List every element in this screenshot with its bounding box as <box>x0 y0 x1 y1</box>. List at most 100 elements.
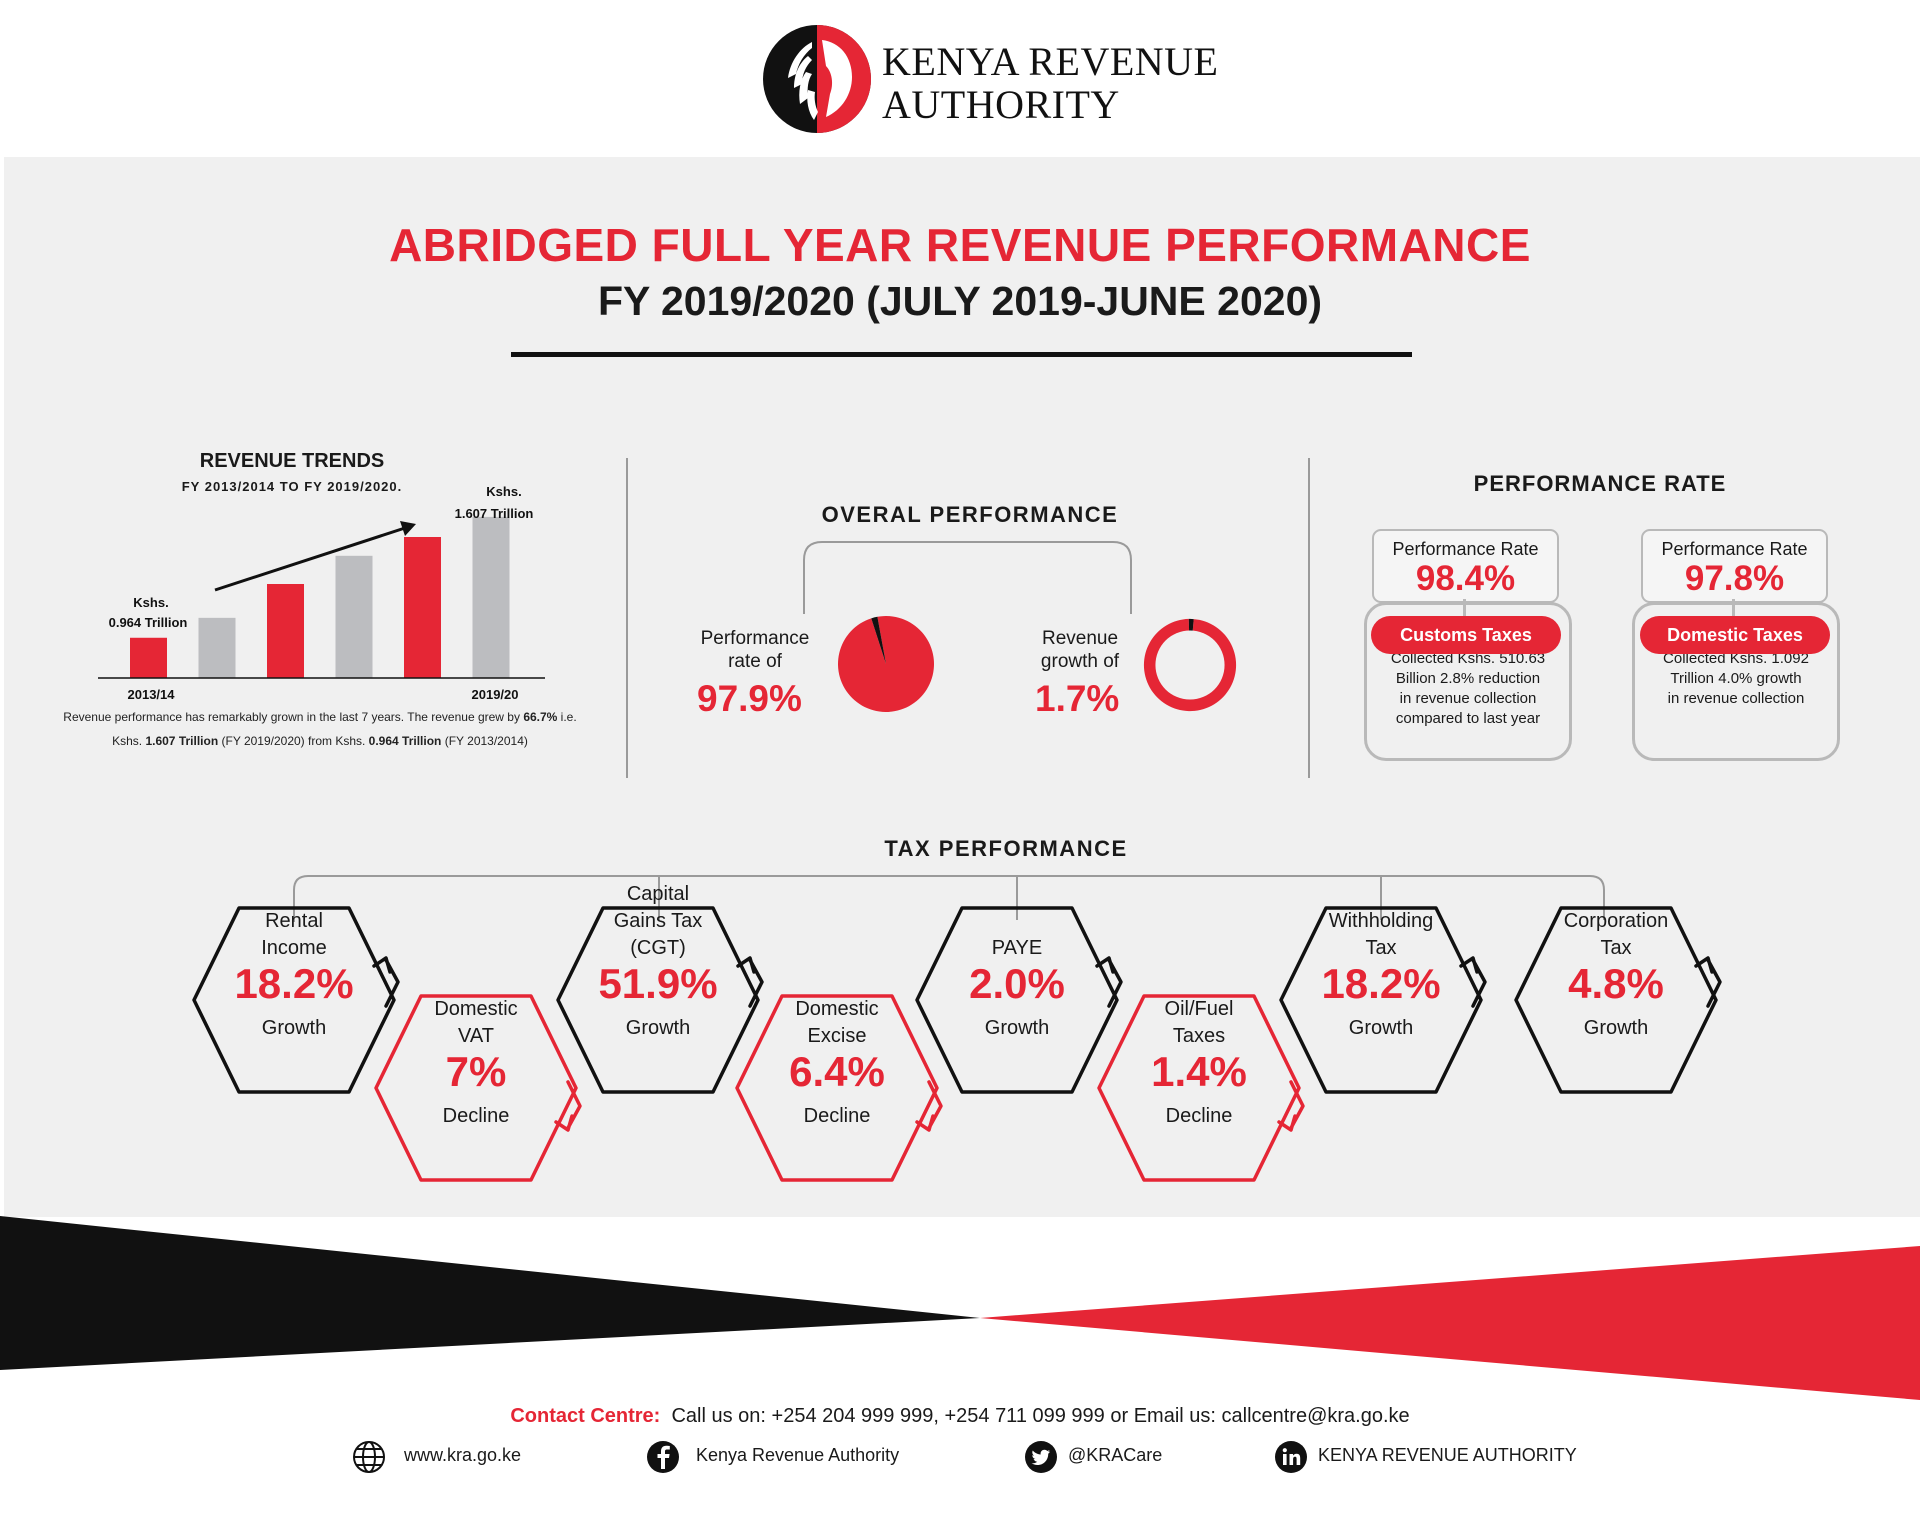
growth-arrow-line <box>214 525 409 592</box>
page-subtitle: FY 2019/2020 (JULY 2019-JUNE 2020) <box>597 278 1323 324</box>
performance-rate-heading: PERFORMANCE RATE <box>1473 471 1727 496</box>
revenue-trends-heading: REVENUE TRENDS <box>199 450 385 472</box>
customs-rate-box: Performance Rate 98.4% <box>1372 529 1559 603</box>
section-divider-1 <box>626 458 628 778</box>
linkedin-link[interactable]: KENYA REVENUE AUTHORITY <box>1318 1445 1577 1465</box>
tax-item-value: 1.4% <box>1151 1048 1247 1095</box>
customs-connector <box>1463 599 1466 617</box>
note-2-b: 1.607 Trillion <box>145 734 219 748</box>
content-panel <box>4 157 1920 1217</box>
tax-item-value: 18.2% <box>1321 960 1441 1007</box>
website-link[interactable]: www.kra.go.ke <box>404 1445 522 1465</box>
domestic-description: Collected Kshs. 1.092 Trillion 4.0% grow… <box>1635 649 1837 709</box>
note-2-a: Kshs. <box>112 734 146 748</box>
revenue-trends-note-1: Revenue performance has remarkably grown… <box>40 710 600 724</box>
tax-item-note: Decline <box>803 1105 871 1127</box>
tax-item-label-line: Excise <box>807 1025 867 1047</box>
tax-item-note: Decline <box>442 1105 510 1127</box>
tax-item-label: Domestic VAT <box>366 996 586 1050</box>
tax-hexagon-1 <box>192 906 396 1094</box>
note-2-e: (FY 2013/2014) <box>441 734 528 748</box>
contact-line: Contact Centre: Call us on: +254 204 999… <box>0 1405 1920 1428</box>
pie-slice <box>871 616 886 664</box>
tax-item-label-line: VAT <box>458 1025 494 1047</box>
tax-item-label: Oil/Fuel Taxes <box>1089 996 1309 1050</box>
tax-item-label-line: Taxes <box>1172 1025 1226 1047</box>
tax-hexagon-5 <box>915 906 1119 1094</box>
tax-hexagon-6 <box>1097 994 1301 1182</box>
performance-rate-label: Performance rate of <box>680 627 830 673</box>
first-bar-label-2: 0.964 Trillion <box>109 615 188 630</box>
revenue-growth-label-2: growth of <box>1040 651 1120 672</box>
growth-arrow-icon <box>1095 956 1123 1008</box>
performance-rate-label-1: Performance <box>700 628 810 649</box>
tax-item-value: 6.4% <box>789 1048 885 1095</box>
tax-performance-diagram <box>192 875 1722 1182</box>
black-stripe <box>0 1216 980 1370</box>
tax-hexagon-7 <box>1279 906 1483 1094</box>
growth-arrow-head <box>400 521 416 536</box>
customs-desc-line-4: compared to last year <box>1395 710 1541 727</box>
customs-description: Collected Kshs. 510.63 Billion 2.8% redu… <box>1367 649 1569 729</box>
tax-item-label-line: Rental <box>265 910 323 932</box>
decline-arrow-icon <box>554 1080 582 1132</box>
facebook-link[interactable]: Kenya Revenue Authority <box>696 1445 900 1465</box>
first-bar-label-1: Kshs. <box>133 595 168 610</box>
revenue-growth-label-1: Revenue <box>1041 628 1119 649</box>
brand-line-1: KENYA REVENUE <box>882 39 1219 84</box>
tax-item-label-line: Domestic <box>434 998 518 1020</box>
tax-item-value: 51.9% <box>598 960 718 1007</box>
tax-item-label: Domestic Excise <box>727 996 947 1050</box>
tax-item-note: Growth <box>261 1017 327 1039</box>
tax-item-label-line: Capital <box>626 883 690 905</box>
domestic-desc-line-1: Collected Kshs. 1.092 <box>1663 650 1809 667</box>
decline-arrow-icon <box>1277 1080 1305 1132</box>
last-bar-label-1: Kshs. <box>486 484 521 499</box>
tax-hexagon-8 <box>1514 906 1718 1094</box>
twitter-link[interactable]: @KRACare <box>1068 1445 1163 1465</box>
growth-arrow-icon <box>1694 956 1722 1008</box>
page-title: ABRIDGED FULL YEAR REVENUE PERFORMANCE <box>389 219 1531 271</box>
domestic-taxes-badge: Domestic Taxes <box>1640 616 1830 654</box>
tax-item-note: Growth <box>1348 1017 1414 1039</box>
contact-text: Call us on: +254 204 999 999, +254 711 0… <box>671 1405 1410 1427</box>
customs-taxes-badge: Customs Taxes <box>1371 616 1561 654</box>
tax-item-note: Growth <box>984 1017 1050 1039</box>
note-2-d: 0.964 Trillion <box>368 734 442 748</box>
domestic-rate-value: 97.8% <box>1684 559 1785 598</box>
tax-item-label: Corporation Tax <box>1506 908 1726 962</box>
growth-arrow-icon <box>372 956 400 1008</box>
note-1-b: 66.7% <box>523 710 558 724</box>
revenue-bar <box>267 584 304 678</box>
tax-item-label-line: Oil/Fuel <box>1164 998 1234 1020</box>
linkedin-icon[interactable] <box>1274 1440 1308 1474</box>
globe-icon[interactable] <box>352 1440 386 1474</box>
revenue-bar <box>198 617 236 678</box>
facebook-icon[interactable] <box>646 1440 680 1474</box>
revenue-growth-value: 1.7% <box>1035 678 1120 719</box>
customs-desc-line-1: Collected Kshs. 510.63 <box>1390 650 1546 667</box>
revenue-bar <box>335 555 373 678</box>
title-divider <box>511 352 1412 357</box>
twitter-icon[interactable] <box>1024 1440 1058 1474</box>
tax-item-label-line: Income <box>261 937 327 959</box>
tax-item-value: 7% <box>445 1048 507 1095</box>
tax-item-note: Growth <box>625 1017 691 1039</box>
tax-item-note: Growth <box>1583 1017 1649 1039</box>
overall-bracket <box>803 541 1132 614</box>
customs-rate-label: Performance Rate <box>1392 539 1539 559</box>
brand-line-2: AUTHORITY <box>882 82 1120 127</box>
tax-item-label-line: Withholding <box>1328 910 1434 932</box>
domestic-rate-label: Performance Rate <box>1661 539 1808 559</box>
tax-item-label-line: (CGT) <box>630 937 686 959</box>
growth-arrow-icon <box>736 956 764 1008</box>
note-2-c: (FY 2019/2020) from Kshs. <box>218 734 369 748</box>
performance-rate-value: 97.9% <box>697 678 802 719</box>
tax-item-label-line: Tax <box>1365 937 1397 959</box>
x-tick-first: 2013/14 <box>128 687 176 702</box>
domestic-desc-line-3: in revenue collection <box>1667 690 1805 707</box>
overall-performance-heading: OVERAL PERFORMANCE <box>821 502 1119 527</box>
donut-hole <box>1155 630 1225 700</box>
red-stripe <box>980 1246 1920 1400</box>
performance-rate-label-2: rate of <box>728 651 782 672</box>
